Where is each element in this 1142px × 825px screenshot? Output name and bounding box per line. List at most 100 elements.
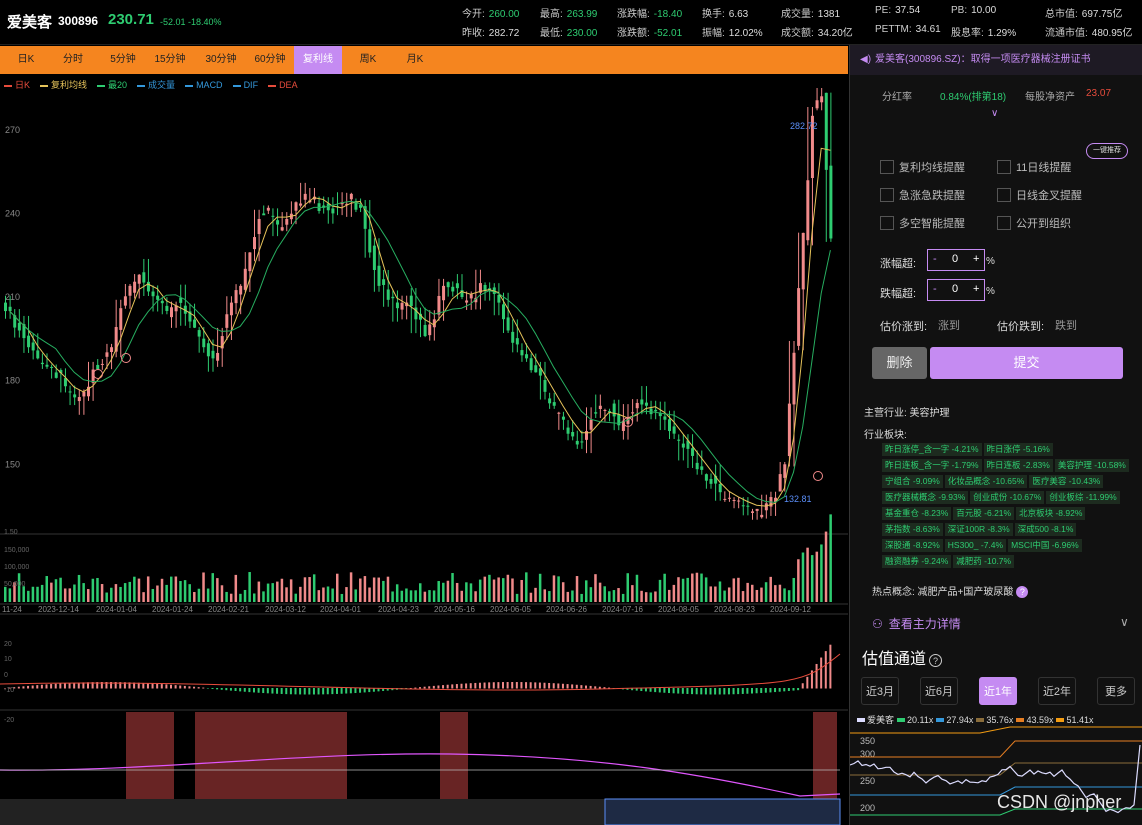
sector-tag[interactable]: 宁组合 -9.09% [882, 475, 943, 488]
sector-tag[interactable]: 创业板综 -11.99% [1046, 491, 1120, 504]
sector-tag[interactable]: 美容护理 -10.58% [1054, 459, 1129, 472]
est-rise-input[interactable]: 涨到 [938, 320, 960, 332]
volume-bar [68, 588, 72, 602]
valuation-tick-label: 350 [860, 736, 875, 746]
macd-bar [783, 688, 786, 692]
period-button[interactable]: 近3月 [861, 677, 899, 705]
macd-bar [497, 682, 500, 689]
legend-swatch [268, 84, 277, 87]
submit-button[interactable]: 提交 [930, 347, 1123, 379]
stat-item: 涨跌额: -52.01 [617, 24, 682, 39]
main-force-text[interactable]: 查看主力详情 [888, 617, 961, 631]
chart-area[interactable]: 日K 复利均线 最20 成交量 MACD DIF DEA 270 240 210 180 150 28… [0, 74, 848, 825]
hot-concepts: 热点概念: 减肥产品+国产玻尿酸? [872, 583, 1029, 598]
sector-tag[interactable]: 深股通 -8.92% [882, 539, 943, 552]
chevron-down-icon[interactable]: ∨ [991, 108, 999, 119]
macd-bar [414, 687, 417, 689]
rise-stepper[interactable]: - 0 + [927, 249, 985, 271]
sector-tag[interactable]: 融资融券 -9.24% [882, 555, 952, 568]
tab-7[interactable]: 周K [359, 54, 377, 65]
plus-icon[interactable]: + [973, 253, 980, 265]
sector-tag[interactable]: 昨日连板_含一字 -1.79% [882, 459, 982, 472]
checkbox-label[interactable]: 多空智能提醒 [899, 218, 965, 230]
kline-chart[interactable]: 270 240 210 180 150 282.72 132.81 1.50 150,000 10… [0, 74, 848, 825]
sector-tag[interactable]: 深证100R -8.3% [944, 523, 1013, 536]
tab-8[interactable]: 月K [406, 54, 424, 65]
macd-bar [105, 682, 108, 689]
period-button[interactable]: 近2年 [1038, 677, 1076, 705]
plus-icon[interactable]: + [973, 283, 980, 295]
period-button[interactable]: 近1年 [979, 677, 1017, 705]
checkbox[interactable] [997, 160, 1011, 174]
sector-tag[interactable]: 昨日涨停 -5.16% [983, 443, 1053, 456]
stat-item: PB: 10.00 [951, 5, 996, 16]
tab-2[interactable]: 5分钟 [110, 54, 136, 65]
candle-body [797, 288, 801, 346]
checkbox[interactable] [997, 216, 1011, 230]
main-force-link[interactable]: ⚇ 查看主力详情 [872, 615, 961, 632]
tab-3[interactable]: 15分钟 [154, 54, 186, 65]
checkbox-label[interactable]: 日线金叉提醒 [1016, 190, 1082, 202]
signal-marker-icon [813, 471, 823, 481]
checkbox[interactable] [880, 216, 894, 230]
x-tick-label: 2024-01-04 [96, 605, 137, 614]
volume-bar [432, 590, 436, 602]
valuation-chart[interactable]: 350 300 250 200 [850, 725, 1142, 825]
sector-tag[interactable]: 百元股 -6.21% [953, 507, 1015, 520]
tab-0[interactable]: 日K [17, 54, 35, 65]
volume-bar [810, 555, 814, 602]
checkbox-label[interactable]: 复利均线提醒 [899, 162, 965, 174]
tab-5[interactable]: 60分钟 [254, 54, 286, 65]
volume-bar [511, 578, 514, 602]
delete-button[interactable]: 删除 [872, 347, 927, 379]
checkbox-label[interactable]: 急涨急跌提醒 [899, 190, 965, 202]
volume-bar [548, 591, 551, 602]
est-fall-input[interactable]: 跌到 [1055, 320, 1077, 332]
tab-1[interactable]: 分时 [63, 54, 83, 65]
question-icon[interactable]: ? [929, 654, 943, 667]
sector-tag[interactable]: 医疗美容 -10.43% [1029, 475, 1104, 488]
rise-value[interactable]: 0 [952, 253, 959, 265]
news-headline[interactable]: ◀) 爱美客(300896.SZ)：取得一项医疗器械注册证书 [850, 45, 1142, 75]
candle-body [700, 466, 704, 470]
sector-tag[interactable]: 昨日连板 -2.83% [983, 459, 1053, 472]
tab-6[interactable]: 复利线 [294, 46, 342, 74]
chevron-down-icon[interactable]: ∨ [1120, 615, 1129, 629]
macd-bar [285, 688, 288, 695]
candle-body [506, 317, 510, 331]
sector-tag[interactable]: 创业成份 -10.67% [970, 491, 1045, 504]
sector-tag[interactable]: 减肥药 -10.7% [953, 555, 1015, 568]
candle-body [243, 268, 247, 290]
fall-stepper[interactable]: - 0 + [927, 279, 985, 301]
sector-tag[interactable]: 北京板块 -8.92% [1016, 507, 1086, 520]
x-tick-label: 2024-04-01 [320, 605, 361, 614]
tab-4[interactable]: 30分钟 [205, 54, 237, 65]
sector-tag[interactable]: 昨日涨停_含一字 -4.21% [882, 443, 982, 456]
sector-tag[interactable]: 基金重仓 -8.23% [882, 507, 952, 520]
period-button[interactable]: 近6月 [920, 677, 958, 705]
candle-body [248, 252, 252, 272]
minus-icon[interactable]: - [933, 283, 937, 295]
fall-value[interactable]: 0 [952, 283, 959, 295]
sector-tag[interactable]: HS300_ -7.4% [944, 539, 1007, 552]
macd-bar [280, 688, 283, 694]
period-button[interactable]: 更多 [1097, 677, 1135, 705]
checkbox[interactable] [880, 188, 894, 202]
candle-body [658, 413, 662, 417]
question-icon[interactable]: ? [1016, 586, 1029, 598]
macd-bar [483, 682, 486, 689]
sector-tag[interactable]: 茅指数 -8.63% [882, 523, 943, 536]
checkbox-label[interactable]: 公开到组织 [1016, 218, 1071, 230]
news-text[interactable]: 爱美客(300896.SZ)：取得一项医疗器械注册证书 [875, 54, 1091, 65]
checkbox-label[interactable]: 11日线提醒 [1016, 162, 1072, 174]
sector-tag[interactable]: MSCI中国 -6.96% [1008, 539, 1082, 552]
sector-tag[interactable]: 医疗器械概念 -9.93% [882, 491, 969, 504]
checkbox[interactable] [997, 188, 1011, 202]
checkbox[interactable] [880, 160, 894, 174]
sector-tag[interactable]: 化妆品概念 -10.65% [944, 475, 1028, 488]
volume-bar [13, 582, 16, 602]
volume-bar [557, 576, 560, 602]
sector-tag[interactable]: 深成500 -8.1% [1014, 523, 1077, 536]
one-click-button[interactable]: 一键推荐 [1086, 143, 1128, 159]
minus-icon[interactable]: - [933, 253, 937, 265]
